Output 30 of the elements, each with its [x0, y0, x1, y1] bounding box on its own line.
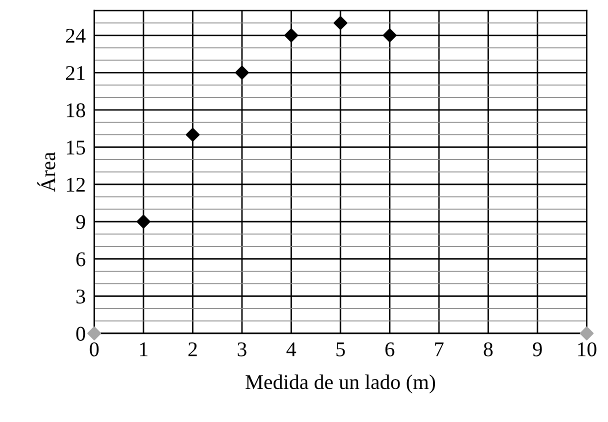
x-axis-title: Medida de un lado (m) [246, 374, 436, 394]
point [136, 214, 150, 229]
x-tick-label: 2 [188, 342, 197, 356]
point [580, 326, 594, 340]
y-tick-label: 12 [66, 178, 85, 192]
point [284, 28, 298, 42]
y-tick-label: 24 [66, 28, 86, 43]
y-tick-label: 6 [76, 252, 86, 266]
x-tick-label: 1 [140, 342, 148, 356]
x-tick-label: 10 [578, 342, 596, 356]
x-tick-label: 9 [532, 342, 542, 356]
y-tick-label: 3 [76, 290, 86, 304]
x-tick-label: 3 [238, 342, 246, 356]
point [334, 16, 348, 30]
x-tick-label: 8 [484, 342, 493, 356]
point [382, 28, 397, 42]
y-tick-label: 21 [66, 66, 85, 80]
x-tick-label: 4 [286, 342, 296, 356]
x-tick-label: 0 [90, 342, 99, 356]
x-tick-label: 5 [336, 342, 345, 356]
y-tick-label: 15 [66, 140, 86, 155]
point [186, 128, 200, 142]
y-tick-label: 0 [76, 326, 86, 341]
point [235, 66, 249, 80]
y-axis-title: Área [37, 152, 56, 192]
x-tick-label: 6 [385, 342, 394, 356]
point [87, 326, 102, 340]
x-tick-label: 7 [435, 342, 444, 356]
y-tick-label: 9 [76, 215, 86, 230]
y-tick-label: 18 [66, 103, 86, 118]
